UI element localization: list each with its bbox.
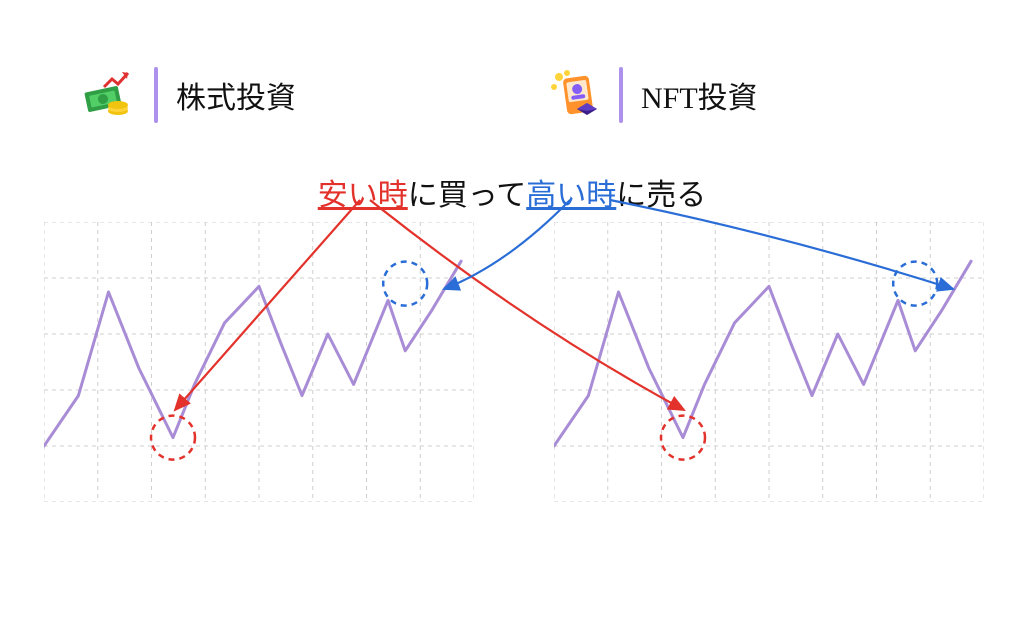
header-stock-label: 株式投資 [176,73,296,117]
nft-card-icon [545,65,605,125]
tagline-expensive: 高い時 [526,179,616,212]
infographic-canvas: 株式投資 NFT投資 安い時に買って高い時に売る [0,0,1024,640]
chart-nft [554,222,984,502]
tagline-cheap: 安い時 [318,179,408,212]
header-stock: 株式投資 [80,60,296,130]
tagline-mid1: に買って [408,179,527,212]
tagline-mid2: に売る [616,179,706,212]
tagline: 安い時に買って高い時に売る [0,170,1024,214]
accent-bar [619,67,623,123]
header-nft: NFT投資 [545,60,758,130]
high-marker [383,262,427,306]
header-nft-label: NFT投資 [641,73,758,117]
chart-stock [44,222,474,502]
accent-bar [154,67,158,123]
stock-cash-icon [80,65,140,125]
high-marker [893,262,937,306]
